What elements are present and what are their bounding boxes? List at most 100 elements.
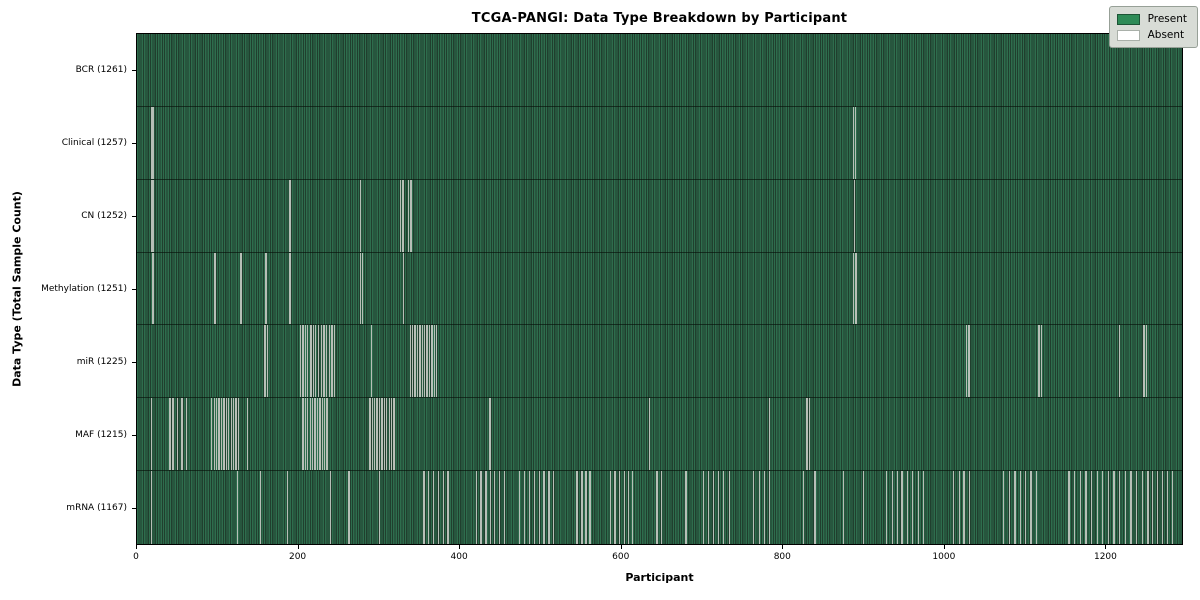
absent-line: [1130, 471, 1132, 544]
absent-line: [312, 325, 315, 398]
absent-line: [1079, 471, 1081, 544]
absent-line: [211, 398, 213, 471]
absent-line: [1107, 471, 1110, 544]
absent-line: [414, 325, 416, 398]
absent-line: [316, 398, 319, 471]
absent-line: [548, 471, 550, 544]
absent-line: [289, 252, 291, 325]
plot-area: [136, 33, 1183, 545]
absent-line: [1161, 471, 1164, 544]
ytick-mark: [132, 508, 136, 509]
absent-line: [150, 106, 152, 179]
absent-line: [150, 179, 152, 252]
absent-line: [370, 325, 373, 398]
absent-line: [447, 471, 449, 544]
xtick-mark: [620, 545, 622, 549]
absent-line: [968, 325, 970, 398]
absent-line: [489, 398, 491, 471]
absent-line: [223, 398, 225, 471]
absent-line: [1102, 471, 1104, 544]
absent-line: [230, 398, 232, 471]
absent-line: [186, 398, 188, 471]
absent-line: [302, 325, 304, 398]
absent-line: [237, 398, 240, 471]
absent-line: [842, 471, 844, 544]
absent-line: [393, 398, 395, 471]
absent-line: [553, 471, 555, 544]
absent-line: [388, 398, 390, 471]
absent-line: [390, 398, 393, 471]
absent-line: [853, 106, 855, 179]
absent-line: [232, 398, 235, 471]
absent-line: [176, 398, 178, 471]
xtick-label-1000: 1000: [932, 552, 956, 562]
absent-line: [808, 398, 810, 471]
ytick-mark: [132, 70, 136, 71]
absent-line: [433, 325, 436, 398]
absent-line: [753, 471, 755, 544]
absent-line: [763, 471, 765, 544]
absent-line: [378, 398, 381, 471]
legend-item-present: Present: [1116, 13, 1187, 25]
absent-line: [1008, 471, 1010, 544]
absent-line: [386, 398, 388, 471]
legend-absent-label: Absent: [1147, 29, 1185, 41]
absent-line: [1171, 471, 1173, 544]
absent-line: [436, 325, 438, 398]
absent-line: [1147, 471, 1149, 544]
absent-line: [917, 471, 919, 544]
absent-line: [432, 471, 435, 544]
absent-line: [152, 106, 154, 179]
absent-line: [528, 471, 531, 544]
absent-line: [624, 471, 626, 544]
xtick-label-0: 0: [133, 552, 139, 562]
heatmap-row-bcr: [137, 34, 1182, 107]
absent-line: [628, 471, 630, 544]
absent-line: [299, 325, 302, 398]
absent-line: [1068, 471, 1070, 544]
absent-line: [1014, 471, 1016, 544]
absent-line: [403, 252, 405, 325]
absent-line: [1090, 471, 1093, 544]
x-axis-label: Participant: [625, 571, 694, 584]
absent-line: [329, 471, 331, 544]
absent-line: [853, 179, 856, 252]
absent-line: [1143, 325, 1145, 398]
absent-line: [1119, 471, 1121, 544]
absent-line: [958, 471, 960, 544]
absent-line: [328, 325, 331, 398]
absent-line: [717, 471, 719, 544]
absent-line: [543, 471, 545, 544]
absent-line: [236, 471, 239, 544]
absent-line: [228, 398, 230, 471]
xtick-label-200: 200: [288, 552, 307, 562]
ytick-label-maf: MAF (1215): [75, 430, 127, 441]
absent-line: [703, 471, 705, 544]
absent-line: [428, 325, 431, 398]
absent-line: [259, 471, 261, 544]
absent-line: [862, 471, 864, 544]
absent-line: [1036, 471, 1038, 544]
absent-line: [304, 325, 306, 398]
absent-line: [480, 471, 482, 544]
absent-line: [286, 471, 289, 544]
absent-line: [519, 471, 521, 544]
absent-line: [649, 398, 651, 471]
absent-line: [1166, 471, 1168, 544]
absent-line: [359, 179, 361, 252]
absent-line: [381, 398, 383, 471]
absent-line: [907, 471, 909, 544]
absent-line: [1073, 471, 1076, 544]
absent-line: [589, 471, 591, 544]
absent-line: [321, 398, 323, 471]
absent-line: [524, 471, 526, 544]
absent-line: [1096, 471, 1098, 544]
absent-line: [371, 398, 373, 471]
absent-line: [152, 252, 154, 325]
absent-line: [326, 398, 328, 471]
absent-line: [310, 325, 312, 398]
absent-line: [581, 471, 583, 544]
absent-line: [240, 252, 242, 325]
absent-line: [854, 106, 856, 179]
absent-line: [333, 325, 336, 398]
